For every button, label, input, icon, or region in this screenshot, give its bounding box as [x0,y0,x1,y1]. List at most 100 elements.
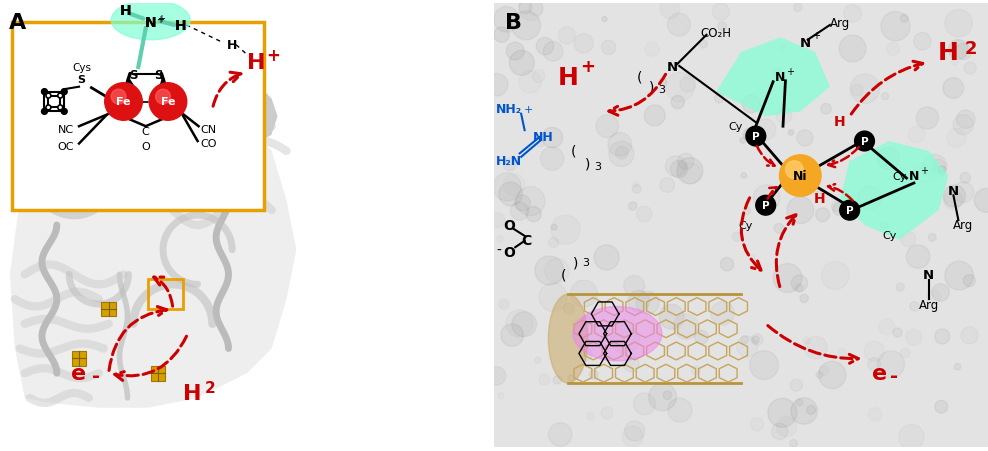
Circle shape [780,45,785,51]
Circle shape [932,160,946,173]
Text: NH: NH [533,130,554,143]
Circle shape [948,41,968,60]
Circle shape [785,161,803,179]
Text: 3: 3 [658,85,666,95]
Ellipse shape [573,307,662,361]
Circle shape [768,398,797,427]
Circle shape [712,4,729,21]
Circle shape [720,258,734,272]
Circle shape [791,276,807,292]
Text: (: ( [637,71,642,85]
Circle shape [953,115,973,135]
Circle shape [678,154,694,170]
Ellipse shape [548,295,588,383]
Circle shape [515,196,531,212]
Circle shape [775,224,783,234]
Circle shape [714,94,724,104]
Circle shape [753,185,780,212]
Circle shape [844,5,862,23]
Circle shape [881,93,888,101]
Text: ): ) [573,255,578,269]
Circle shape [880,223,887,230]
Circle shape [821,104,832,115]
Text: ): ) [585,157,591,171]
Text: S: S [154,69,162,82]
Circle shape [61,89,67,95]
Text: (: ( [560,268,566,282]
Circle shape [916,108,939,130]
Circle shape [487,367,506,385]
Circle shape [485,74,508,97]
Text: -: - [890,366,898,385]
Text: Arg: Arg [919,298,939,311]
Circle shape [692,366,700,375]
Circle shape [906,245,930,269]
Polygon shape [840,142,948,240]
Circle shape [929,234,937,242]
Polygon shape [72,351,87,366]
Circle shape [668,14,691,37]
Circle shape [732,233,741,242]
Text: CN: CN [200,124,216,134]
Circle shape [542,128,562,148]
Text: -: - [497,243,501,257]
Circle shape [512,312,536,337]
Text: +: + [266,46,280,64]
Circle shape [493,173,522,202]
Circle shape [628,291,650,312]
Circle shape [945,10,972,38]
Circle shape [741,173,747,179]
Circle shape [499,299,509,309]
Text: N: N [145,16,156,30]
Text: O: O [503,219,515,232]
Circle shape [910,302,919,311]
Text: 2: 2 [205,381,215,396]
Text: O: O [141,142,150,152]
Circle shape [954,364,961,370]
Circle shape [553,376,561,384]
Circle shape [743,207,751,215]
Circle shape [700,41,707,49]
Circle shape [540,147,564,171]
Text: S: S [129,69,137,82]
Circle shape [839,36,866,63]
Circle shape [501,324,524,346]
Circle shape [790,379,802,391]
Circle shape [608,133,631,157]
Circle shape [622,356,639,372]
Text: ): ) [649,80,655,94]
Text: OC: OC [57,142,74,152]
Circle shape [893,328,902,337]
Circle shape [149,83,187,121]
Circle shape [877,351,904,378]
Text: O: O [503,246,515,260]
Circle shape [506,310,534,337]
Text: N: N [145,16,156,30]
Text: N: N [776,71,785,84]
Text: Cy: Cy [882,230,896,240]
Circle shape [877,148,899,170]
Text: e: e [71,364,87,383]
Polygon shape [151,366,166,381]
Text: +: + [580,58,596,76]
Text: Arg: Arg [953,219,973,232]
Circle shape [578,347,592,361]
Circle shape [636,292,659,314]
Circle shape [900,232,916,247]
Circle shape [624,421,645,441]
Circle shape [668,398,692,422]
Circle shape [568,375,574,381]
Circle shape [548,238,558,248]
Circle shape [537,141,544,147]
Circle shape [740,138,746,144]
Circle shape [539,283,567,312]
Circle shape [818,362,846,389]
Circle shape [494,8,520,33]
Circle shape [831,201,843,212]
Circle shape [602,41,616,55]
Polygon shape [102,302,117,317]
FancyBboxPatch shape [12,23,264,211]
Circle shape [611,325,639,354]
Circle shape [510,51,535,76]
Circle shape [677,158,703,184]
